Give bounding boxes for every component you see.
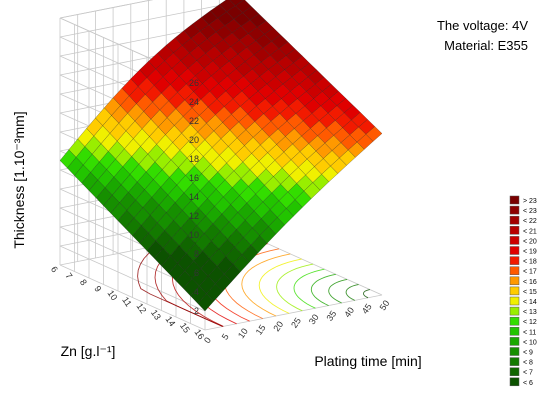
x-tick-label: 35	[324, 309, 338, 323]
z-tick-label: 22	[189, 116, 199, 126]
z-axis-label: Thickness [1.10⁻³mm]	[11, 111, 27, 248]
y-tick-label: 13	[149, 308, 163, 322]
legend-swatch	[509, 306, 520, 316]
contour-line	[258, 258, 302, 314]
contour-line	[363, 289, 370, 299]
legend-swatch	[509, 357, 520, 366]
color-legend: > 23 < 23 < 22 < 21 < 20 < 19 < 18 < 17 < 16 < 15…	[509, 195, 537, 387]
legend-swatch	[509, 286, 520, 296]
y-tick-label: 9	[92, 284, 103, 294]
contour-line	[241, 253, 291, 317]
z-tick-label: 6	[194, 268, 199, 278]
legend-label: < 12	[523, 319, 537, 326]
surface-cell	[197, 293, 215, 312]
z-tick-label: 18	[189, 154, 199, 164]
x-tick-label: 15	[254, 323, 268, 337]
z-tick-label: 10	[189, 230, 199, 240]
legend-swatch	[509, 226, 520, 235]
y-tick-label: 15	[178, 321, 192, 335]
legend-swatch	[509, 205, 520, 215]
z-tick-label: 4	[194, 287, 199, 297]
legend-label: < 11	[523, 329, 536, 336]
legend-label: < 14	[523, 299, 537, 306]
x-tick-label: 0	[202, 335, 213, 345]
z-tick-label: 26	[189, 78, 199, 88]
y-tick-label: 12	[134, 301, 148, 315]
x-tick-label: 20	[271, 319, 285, 333]
legend-label: < 17	[523, 269, 537, 276]
legend-label: < 20	[523, 238, 537, 245]
x-tick-label: 40	[342, 305, 356, 319]
legend-swatch	[509, 276, 520, 286]
legend-label: < 9	[523, 350, 533, 357]
surface-mesh	[59, 0, 383, 312]
y-tick-label: 7	[63, 271, 74, 281]
legend-label: < 22	[523, 218, 537, 225]
legend-swatch	[509, 377, 520, 387]
y-tick-label: 14	[163, 314, 177, 328]
contour-line	[276, 263, 314, 312]
y-tick-label: 8	[78, 277, 89, 287]
legend-swatch	[509, 256, 520, 265]
x-tick-label: 10	[236, 326, 250, 340]
x-axis-label: Plating time [min]	[314, 353, 421, 369]
legend-swatch	[509, 246, 520, 255]
contour-line	[345, 284, 359, 301]
legend-swatch	[509, 215, 520, 225]
box-edge	[204, 294, 383, 331]
legend-label: < 21	[523, 228, 537, 235]
z-tick-label: 24	[189, 97, 199, 107]
voltage-note: The voltage: 4V	[436, 18, 528, 33]
x-tick-label: 25	[289, 316, 303, 330]
legend-label: < 6	[523, 380, 533, 387]
x-tick-label: 45	[360, 302, 374, 316]
z-tick-label: 2	[194, 306, 199, 316]
z-tick-label: 12	[189, 211, 199, 221]
z-tick-label: 16	[189, 173, 199, 183]
legend-label: < 10	[523, 339, 537, 346]
legend-swatch	[509, 367, 520, 376]
legend-swatch	[509, 316, 520, 326]
y-tick-label: 10	[105, 288, 119, 302]
legend-label: > 23	[523, 198, 537, 205]
z-tick-label: 14	[189, 192, 199, 202]
legend-swatch	[509, 347, 520, 356]
legend-label: < 19	[523, 249, 537, 256]
x-tick-label: 50	[378, 298, 392, 312]
legend-label: < 7	[523, 370, 533, 377]
legend-swatch	[509, 337, 520, 346]
x-tick-label: 5	[220, 332, 231, 342]
legend-swatch	[509, 195, 520, 205]
contour-line	[328, 278, 348, 304]
material-note: Material: E355	[444, 38, 528, 53]
legend-label: < 18	[523, 259, 537, 266]
legend-label: < 16	[523, 279, 537, 286]
x-tick-label: 30	[307, 312, 321, 326]
contour-line	[293, 268, 325, 309]
y-tick-label: 6	[49, 264, 60, 274]
contour-line	[310, 273, 336, 307]
legend-swatch	[509, 296, 520, 306]
legend-swatch	[509, 327, 520, 336]
z-tick-label: 20	[189, 135, 199, 145]
y-tick-label: 16	[192, 327, 206, 341]
legend-label: < 15	[523, 289, 537, 296]
legend-label: < 8	[523, 360, 533, 367]
z-tick-label: 8	[194, 249, 199, 259]
legend-label: < 13	[523, 309, 537, 316]
legend-label: < 23	[523, 208, 537, 215]
legend-swatch	[509, 236, 520, 245]
legend-swatch	[509, 266, 520, 275]
y-axis-label: Zn [g.l⁻¹]	[61, 343, 116, 359]
